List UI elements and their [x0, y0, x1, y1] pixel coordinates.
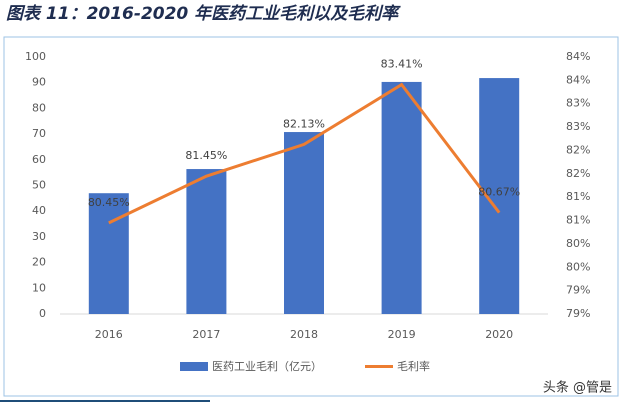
- legend-swatch: [180, 362, 208, 371]
- y2-tick-label: 81%: [566, 214, 590, 227]
- line: [108, 82, 501, 225]
- bar: [186, 169, 227, 314]
- bar: [284, 132, 324, 314]
- x-tick-label: 2017: [192, 328, 220, 341]
- data-label: 80.67%: [478, 186, 520, 199]
- data-label: 80.45%: [88, 196, 130, 209]
- bar: [88, 193, 129, 314]
- x-tick-label: 2019: [388, 328, 416, 341]
- y2-tick-label: 81%: [566, 190, 590, 203]
- chart-title: 图表 11：2016-2020 年医药工业毛利以及毛利率: [6, 4, 401, 24]
- legend-label: 医药工业毛利（亿元）: [212, 360, 322, 373]
- data-label: 82.13%: [283, 117, 325, 130]
- y2-tick-label: 84%: [566, 50, 590, 63]
- y-tick-label: 80: [32, 101, 46, 114]
- y2-tick-label: 83%: [566, 97, 590, 110]
- y-tick-label: 10: [32, 281, 46, 294]
- y-tick-label: 20: [32, 256, 46, 269]
- y2-tick-label: 82%: [566, 167, 590, 180]
- y2-tick-label: 83%: [566, 120, 590, 133]
- y2-tick-label: 84%: [566, 73, 590, 86]
- legend-label: 毛利率: [397, 359, 430, 373]
- y-tick-label: 100: [25, 50, 46, 63]
- y-tick-label: 50: [32, 179, 46, 192]
- y2-tick-label: 80%: [566, 237, 590, 250]
- bar: [381, 81, 422, 314]
- x-tick-label: 2020: [485, 328, 513, 341]
- data-label: 81.45%: [185, 149, 227, 162]
- y-tick-label: 90: [32, 76, 46, 89]
- watermark: 头条 @管是: [543, 380, 612, 396]
- y-tick-label: 70: [32, 127, 46, 140]
- y2-tick-label: 82%: [566, 143, 590, 156]
- y2-tick-label: 79%: [566, 307, 590, 320]
- y-tick-label: 60: [32, 153, 46, 166]
- x-tick-label: 2016: [95, 328, 123, 341]
- chart-frame: [3, 36, 619, 397]
- y-tick-label: 0: [39, 307, 46, 320]
- y2-tick-label: 79%: [566, 284, 590, 297]
- y-tick-label: 30: [32, 230, 46, 243]
- x-tick-label: 2018: [290, 328, 318, 341]
- y2-tick-label: 80%: [566, 260, 590, 273]
- y-tick-label: 40: [32, 204, 46, 217]
- data-label: 83.41%: [381, 58, 423, 71]
